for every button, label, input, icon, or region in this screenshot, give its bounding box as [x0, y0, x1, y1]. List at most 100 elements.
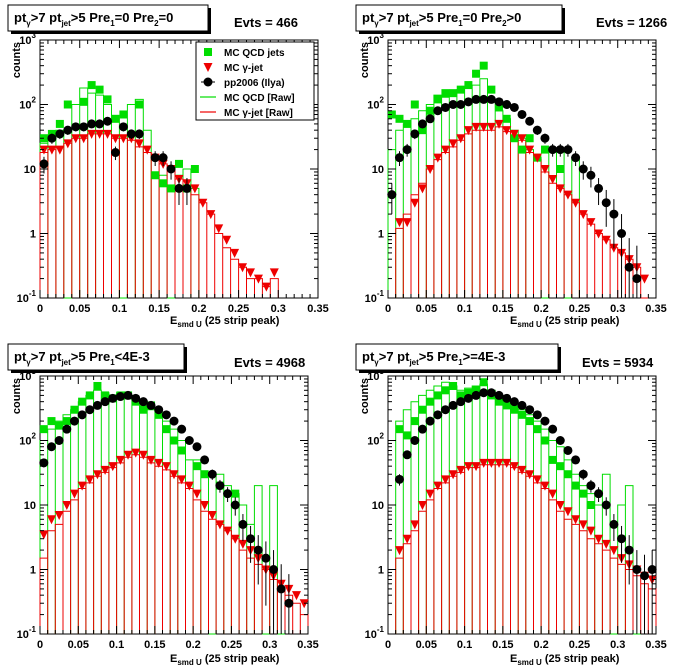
gamma-jet-point [184, 481, 194, 491]
gamma-jet-point [402, 218, 412, 228]
qcd-point [55, 119, 64, 128]
x-tick-label: 0.35 [307, 303, 328, 315]
data-point [150, 153, 160, 163]
gamma-jet-point [223, 526, 233, 536]
x-tick-label: 0.1 [112, 303, 127, 315]
data-point [425, 114, 435, 124]
data-point [517, 109, 527, 119]
gamma-jet-point [571, 515, 581, 525]
gamma-jet-point [238, 539, 248, 549]
gamma-jet-point [192, 489, 202, 499]
gamma-jet-point [425, 489, 435, 499]
qcd-point [78, 397, 87, 406]
data-point [525, 116, 535, 126]
qcd-point [70, 405, 79, 414]
data-point [207, 469, 217, 479]
y-tick-label: 10 [24, 500, 36, 512]
x-tick-label: 0.2 [185, 639, 200, 651]
data-point [433, 106, 443, 116]
legend-entry: MC γ-jet [Raw] [224, 108, 293, 119]
x-tick-label: 0.25 [569, 303, 590, 315]
qcd-point [502, 401, 511, 410]
gamma-jet-point [253, 274, 263, 284]
qcd-point [111, 114, 120, 123]
data-point [640, 571, 650, 581]
data-point [410, 129, 420, 139]
qcd-point [167, 184, 176, 193]
data-point [456, 100, 466, 109]
data-point [471, 390, 481, 400]
data-point [617, 534, 627, 544]
gamma-jet-point [517, 134, 527, 144]
qcd-point [525, 134, 534, 143]
data-point [410, 436, 420, 445]
x-tick-label: 0.3 [262, 639, 277, 651]
gamma-jet-point [463, 126, 473, 136]
data-point [39, 159, 49, 169]
qcd-point [403, 119, 412, 128]
legend-marker-gamma [203, 63, 213, 72]
x-axis-label: Esmd U (25 strip peak) [170, 315, 280, 329]
qcd-point [426, 106, 435, 115]
data-point [115, 392, 125, 402]
data-point [502, 393, 512, 403]
gamma-jet-point [69, 489, 79, 499]
x-tick-label: 0.1 [457, 303, 472, 315]
y-axis-label: counts [11, 42, 23, 78]
data-point [440, 102, 450, 112]
gamma-jet-point [555, 501, 565, 510]
gamma-jet-point [601, 235, 611, 245]
gamma-jet-point [154, 458, 164, 468]
gamma-jet-point [394, 546, 404, 556]
qcd-point [540, 145, 549, 154]
x-tick-label: 0 [37, 303, 43, 315]
data-point [223, 489, 233, 499]
data-point [548, 145, 558, 155]
gamma-jet-point [494, 458, 504, 468]
gamma-jet-point [238, 263, 248, 273]
x-tick-label: 0.3 [610, 639, 625, 651]
gamma-jet-point [292, 591, 302, 601]
y-tick-label: 102 [367, 96, 384, 112]
data-point [77, 410, 87, 420]
gamma-jet-point [494, 119, 504, 129]
legend-marker-qcd [204, 48, 212, 56]
gamma-jet-point [433, 481, 443, 491]
gamma-jet-point [108, 462, 118, 472]
gamma-jet-point [463, 462, 473, 472]
data-point [284, 598, 294, 608]
data-point [525, 405, 535, 415]
y-tick-label: 1 [30, 565, 36, 577]
data-point [624, 545, 634, 555]
legend: MC QCD jets MC γ-jet pp2006 (Ilya) MC QCD [… [195, 41, 315, 121]
data-point [555, 145, 565, 155]
data-point [54, 436, 64, 445]
gamma-jet-point [169, 470, 179, 480]
qcd-point [464, 388, 473, 397]
x-tick-label: 0.05 [416, 303, 437, 315]
gamma-jet-point [417, 184, 427, 194]
qcd-point [556, 462, 565, 471]
x-tick-label: 0.25 [569, 639, 590, 651]
gamma-jet-point [230, 248, 240, 258]
data-point [110, 148, 120, 158]
gamma-jet-point [71, 134, 81, 144]
gamma-jet-point [571, 198, 581, 208]
gamma-jet-point [525, 145, 535, 155]
qcd-point [464, 81, 473, 90]
data-point [448, 400, 458, 410]
qcd-point [395, 425, 404, 434]
gamma-jet-point [62, 501, 72, 510]
legend-box [195, 41, 315, 121]
qcd-point [472, 69, 481, 78]
data-point [632, 565, 642, 574]
data-point [463, 393, 473, 403]
x-tick-label: 0.35 [645, 639, 666, 651]
data-point [601, 500, 611, 510]
qcd-point [525, 417, 534, 426]
gamma-jet-point [609, 546, 619, 556]
data-point [540, 416, 550, 426]
legend-entry: MC γ-jet [224, 63, 264, 74]
data-point [571, 455, 581, 465]
y-tick-label: 102 [19, 432, 36, 448]
